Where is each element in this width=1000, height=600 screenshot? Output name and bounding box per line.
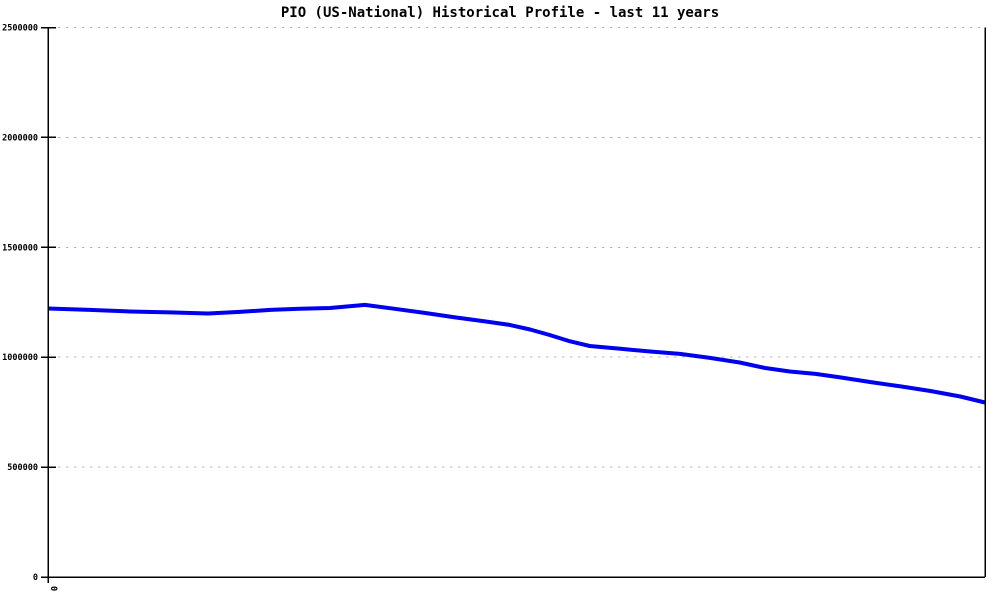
y-axis-tick-label: 1500000 (2, 243, 38, 253)
y-axis-tick-label: 0 (33, 573, 38, 583)
y-axis-tick-label: 2500000 (2, 24, 38, 34)
x-axis-tick-label: 0 (48, 586, 58, 591)
y-axis-tick-label: 2000000 (2, 133, 38, 143)
data-series-line (47, 302, 986, 405)
y-axis-tick-label: 1000000 (2, 353, 38, 363)
chart-title: PIO (US-National) Historical Profile - l… (280, 5, 720, 21)
y-axis-tick-label: 500000 (7, 463, 38, 473)
